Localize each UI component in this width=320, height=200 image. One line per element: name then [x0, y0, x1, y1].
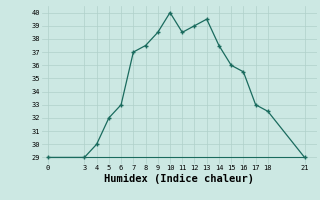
X-axis label: Humidex (Indice chaleur): Humidex (Indice chaleur) [104, 174, 254, 184]
